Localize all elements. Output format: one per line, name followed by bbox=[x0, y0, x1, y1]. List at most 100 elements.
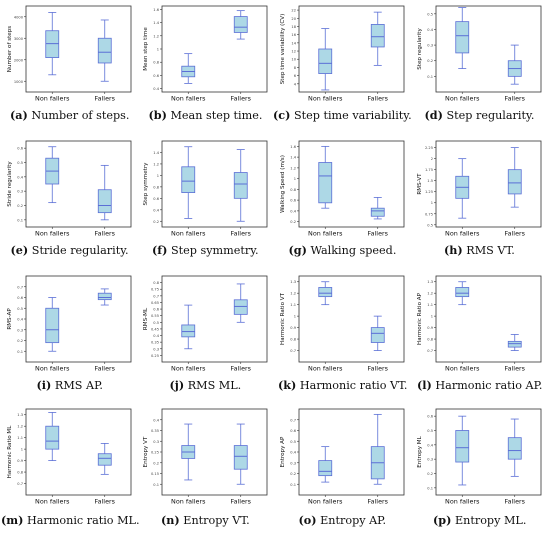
y-tick-label: 1.2 bbox=[290, 166, 296, 170]
y-tick-label: 0.1 bbox=[427, 486, 433, 490]
y-tick-label: 1.2 bbox=[290, 292, 296, 296]
caption-text: Step regularity. bbox=[442, 109, 535, 122]
chart-svg-k: 0.7 0.8 0.9 1 1.1 1.2 1.3 Harmonic Ratio VT Non … bbox=[280, 275, 405, 373]
y-tick-label: 1 bbox=[294, 177, 296, 181]
chart-svg-a: 1000 2000 3000 4000 Number of steps Non falle… bbox=[7, 5, 132, 103]
chart-svg-c: 4 6 8 10 12 14 16 18 20 22 Step time variability (… bbox=[280, 5, 405, 103]
y-tick-label: 1.1 bbox=[427, 303, 433, 307]
y-tick-label: 0.5 bbox=[153, 321, 159, 325]
caption-letter: (g) bbox=[288, 243, 307, 257]
y-tick-label: 0.1 bbox=[17, 350, 23, 354]
y-tick-label: 0.6 bbox=[290, 429, 296, 433]
y-tick-label: 1000 bbox=[14, 80, 24, 84]
chart-svg-p: 0.1 0.2 0.3 0.4 0.5 0.6 Entropy ML Non fallers F… bbox=[417, 408, 542, 506]
y-tick-label: 0.6 bbox=[290, 199, 296, 203]
plot-frame bbox=[435, 408, 542, 496]
caption-text: Step time variability. bbox=[290, 109, 412, 122]
subplot-l: 0.7 0.8 0.9 1 1.1 1.2 1.3 Harmonic Ratio AP Non … bbox=[413, 270, 546, 373]
caption-g: (g) Walking speed. bbox=[289, 243, 397, 257]
y-tick-label: 0.7 bbox=[153, 294, 159, 298]
caption-text: Harmonic ratio VT. bbox=[296, 379, 408, 392]
y-tick-label: 0.9 bbox=[290, 326, 296, 330]
box-non-fallers bbox=[455, 415, 470, 486]
box-non-fallers bbox=[45, 12, 60, 76]
plot-frame bbox=[25, 140, 132, 228]
subplot-g: 0.2 0.4 0.6 0.8 1 1.2 1.4 1.6 Walking Speed (m/s… bbox=[276, 135, 409, 238]
caption-e: (e) Stride regularity. bbox=[11, 243, 129, 257]
y-axis-label: Harmonic Ratio AP bbox=[417, 292, 423, 345]
plot-frame bbox=[161, 5, 268, 93]
box-non-fallers bbox=[181, 146, 196, 219]
iqr-box bbox=[370, 207, 385, 217]
y-tick-label: 0.55 bbox=[151, 314, 159, 318]
y-tick-label: 0.1 bbox=[427, 75, 433, 79]
y-tick-label: 0.15 bbox=[151, 472, 159, 476]
y-tick-label: 12 bbox=[291, 50, 296, 54]
x-tick-label: Non fallers bbox=[171, 498, 206, 506]
y-tick-label: 4 bbox=[294, 82, 297, 86]
y-tick-label: 1.75 bbox=[425, 168, 433, 172]
caption-i: (i) RMS AP. bbox=[37, 378, 103, 392]
y-tick-label: 0.25 bbox=[151, 354, 159, 358]
x-tick-label: Fallers bbox=[231, 230, 252, 238]
caption-text: RMS VT. bbox=[462, 244, 515, 257]
caption-text: Harmonic ratio ML. bbox=[23, 514, 140, 527]
y-tick-label: 0.7 bbox=[290, 349, 296, 353]
y-tick-label: 0.3 bbox=[427, 44, 433, 48]
plot-frame bbox=[435, 5, 542, 93]
caption-f: (f) Step symmetry. bbox=[152, 243, 259, 257]
y-tick-label: 18 bbox=[291, 25, 296, 29]
caption-letter: (c) bbox=[273, 108, 291, 122]
y-axis-label: Entropy ML bbox=[417, 435, 423, 467]
subplot-i: 0.1 0.2 0.3 0.4 0.5 0.6 0.7 RMS-AP Non fallers Fa… bbox=[3, 270, 136, 373]
iqr-box bbox=[318, 48, 333, 74]
y-tick-label: 0.6 bbox=[153, 308, 159, 312]
plot-frame bbox=[298, 408, 405, 496]
x-tick-label: Fallers bbox=[95, 498, 116, 506]
y-tick-label: 1.2 bbox=[17, 425, 23, 429]
y-axis-label: Stride regularity bbox=[7, 161, 13, 207]
subplot-j: 0.25 0.3 0.35 0.4 0.45 0.5 0.55 0.6 0.65 0.7 0.75 0… bbox=[139, 270, 272, 373]
y-tick-label: 10 bbox=[291, 58, 296, 62]
chart-svg-i: 0.1 0.2 0.3 0.4 0.5 0.6 0.7 RMS-AP Non fallers Fa… bbox=[7, 275, 132, 373]
y-tick-label: 0.75 bbox=[151, 288, 159, 292]
y-tick-label: 0.2 bbox=[153, 220, 159, 224]
iqr-box bbox=[233, 445, 248, 470]
chart-svg-f: 0.2 0.4 0.6 0.8 1 1.2 1.4 Step symmetry Non fall… bbox=[143, 140, 268, 238]
y-tick-label: 0.6 bbox=[17, 147, 23, 151]
iqr-box bbox=[97, 37, 112, 64]
box-fallers bbox=[233, 423, 248, 485]
y-axis-label: RMS-VT bbox=[417, 173, 423, 195]
iqr-box bbox=[97, 292, 112, 301]
plot-frame bbox=[25, 408, 132, 496]
y-tick-label: 4000 bbox=[14, 15, 24, 19]
iqr-box bbox=[507, 169, 522, 195]
iqr-box bbox=[318, 460, 333, 477]
caption-l: (l) Harmonic ratio AP. bbox=[417, 378, 542, 392]
y-tick-label: 0.8 bbox=[153, 281, 159, 285]
y-tick-label: 0.4 bbox=[427, 28, 433, 32]
iqr-box bbox=[233, 172, 248, 199]
subplot-d: 0.1 0.2 0.3 0.4 0.5 Step regularity Non faller… bbox=[413, 0, 546, 103]
y-tick-label: 1 bbox=[294, 315, 296, 319]
y-tick-label: 0.5 bbox=[17, 161, 23, 165]
caption-p: (p) Entropy ML. bbox=[433, 513, 526, 527]
y-tick-label: 0.2 bbox=[153, 461, 159, 465]
y-axis-label: RMS-AP bbox=[7, 308, 13, 330]
box-fallers bbox=[97, 19, 112, 82]
subplot-e: 0.1 0.2 0.3 0.4 0.5 0.6 Stride regularity Non f… bbox=[3, 135, 136, 238]
x-tick-label: Fallers bbox=[368, 230, 389, 238]
box-non-fallers bbox=[45, 297, 60, 352]
y-axis-label: Entropy VT bbox=[143, 436, 149, 467]
chart-svg-j: 0.25 0.3 0.35 0.4 0.45 0.5 0.55 0.6 0.65 0.7 0.75 0… bbox=[143, 275, 268, 373]
y-tick-label: 0.1 bbox=[290, 483, 296, 487]
y-axis-label: Harmonic Ratio VT bbox=[280, 292, 286, 345]
y-tick-label: 0.4 bbox=[17, 175, 23, 179]
y-tick-label: 0.3 bbox=[427, 458, 433, 462]
y-tick-label: 0.9 bbox=[17, 459, 23, 463]
y-tick-label: 0.5 bbox=[290, 440, 296, 444]
y-tick-label: 0.8 bbox=[290, 188, 296, 192]
chart-svg-g: 0.2 0.4 0.6 0.8 1 1.2 1.4 1.6 Walking Speed (m/s… bbox=[280, 140, 405, 238]
caption-letter: (p) bbox=[433, 513, 452, 527]
